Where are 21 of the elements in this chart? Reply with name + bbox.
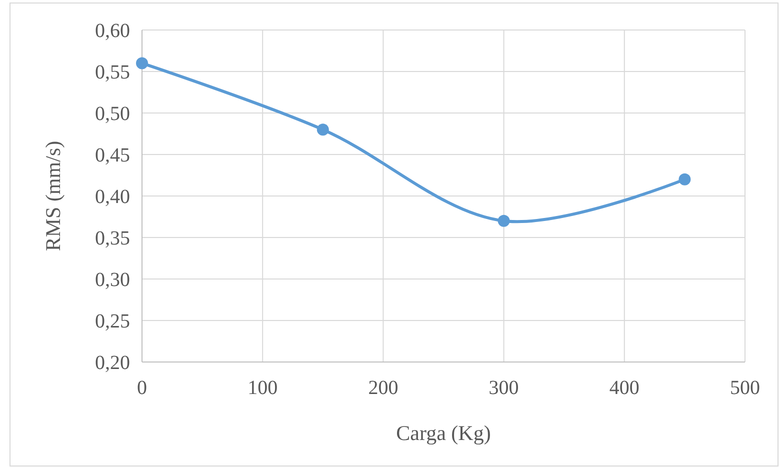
x-tick-label: 100	[248, 377, 278, 399]
y-tick-label: 0,35	[95, 228, 130, 250]
point	[498, 214, 510, 227]
y-tick-label: 0,60	[95, 20, 130, 42]
y-axis-title: RMS (mm/s)	[41, 140, 65, 252]
y-tick-label: 0,50	[95, 103, 130, 125]
x-tick-label: 0	[137, 377, 147, 399]
x-tick-label: 200	[368, 377, 398, 399]
point	[678, 173, 691, 186]
y-tick-label: 0,55	[95, 62, 130, 84]
point	[316, 124, 329, 136]
y-tick-label: 0,45	[95, 144, 130, 166]
y-tick-label: 0,20	[95, 352, 130, 374]
y-tick-label: 0,40	[95, 186, 130, 208]
x-tick-label: 300	[488, 377, 519, 399]
x-tick-label: 500	[730, 377, 760, 399]
point	[136, 57, 148, 70]
y-tick-label: 0,25	[95, 310, 130, 332]
y-tick-label: 0,30	[95, 269, 130, 291]
x-tick-label: 400	[609, 377, 640, 399]
x-axis-title: Carga (Kg)	[396, 421, 491, 445]
